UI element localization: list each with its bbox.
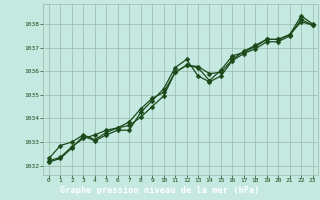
Text: Graphe pression niveau de la mer (hPa): Graphe pression niveau de la mer (hPa) bbox=[60, 186, 260, 195]
